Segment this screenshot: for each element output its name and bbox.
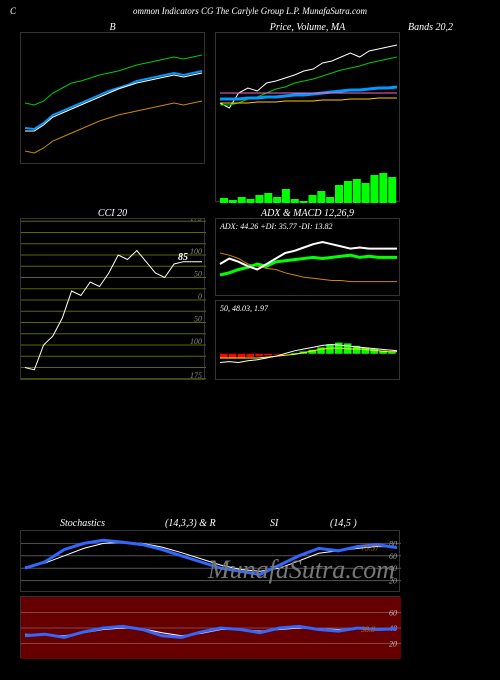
svg-text:73.57: 73.57 [361,544,380,553]
svg-text:0: 0 [198,292,202,301]
svg-text:100: 100 [190,337,202,346]
price-chart [216,33,401,203]
cci-chart: 175 100 50 0 50 100 175 85 [21,219,206,381]
svg-text:175: 175 [190,371,202,380]
bands-right-title: Bands 20,2 [408,22,498,33]
svg-text:60: 60 [389,609,397,618]
bollinger-panel [20,32,205,164]
svg-text:40: 40 [389,564,397,573]
adx-chart: ADX: 44.26 +DI: 35.77 -DI: 13.82 [216,219,401,297]
svg-text:50, 48.03, 1.97: 50, 48.03, 1.97 [220,304,269,313]
page-header: C ommon Indicators CG The Carlyle Group … [0,0,500,16]
stoch-label: Stochastics [60,518,105,529]
svg-text:20: 20 [389,640,397,649]
stoch-chart: 8060402073.57 [21,531,401,593]
svg-text:50: 50 [194,270,202,279]
macd-chart: 50, 48.03, 1.97 [216,301,401,381]
adx-panel: ADX: 44.26 +DI: 35.77 -DI: 13.82 [215,218,400,296]
svg-text:100: 100 [190,247,202,256]
rsi-params: (14,5 ) [330,518,357,529]
svg-text:85: 85 [178,252,188,263]
macd-panel: 50, 48.03, 1.97 [215,300,400,380]
svg-text:38.8: 38.8 [360,625,375,634]
rsi-label: SI [270,518,278,529]
stoch-params: (14,3,3) & R [165,518,216,529]
svg-text:175: 175 [190,219,202,222]
svg-text:50: 50 [194,315,202,324]
cci-panel: 175 100 50 0 50 100 175 85 [20,218,205,380]
svg-text:60: 60 [389,552,397,561]
header-left-char: C [10,6,16,16]
rsi-panel: 60402038.8 [20,596,400,658]
bollinger-chart [21,33,206,165]
svg-text:ADX: 44.26 +DI: 35.77 -DI: 1: ADX: 44.26 +DI: 35.77 -DI: 13.82 [219,222,333,231]
header-text: ommon Indicators CG The Carlyle Group L.… [133,6,367,16]
stoch-panel: 8060402073.57 [20,530,400,592]
svg-text:20: 20 [389,577,397,586]
price-panel [215,32,400,202]
rsi-chart: 60402038.8 [21,597,401,659]
